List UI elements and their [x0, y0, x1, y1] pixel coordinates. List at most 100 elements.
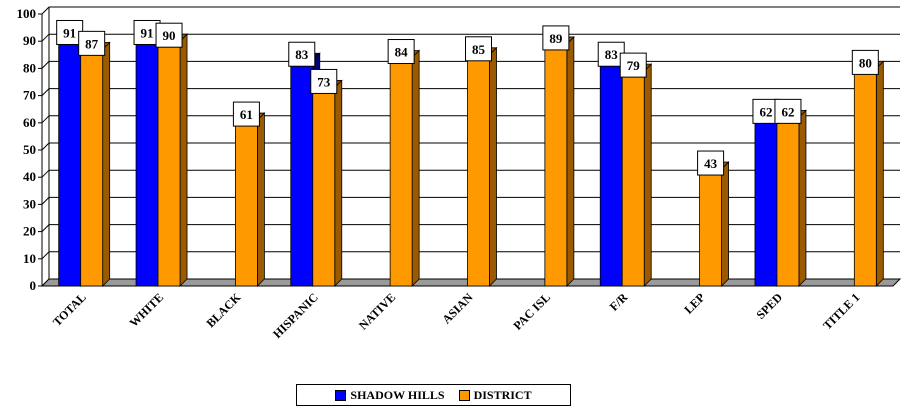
legend-item-district: DISTRICT [458, 387, 532, 403]
bar-front [544, 43, 568, 287]
y-tick-label: 50 [23, 142, 36, 157]
y-tick-label: 80 [23, 60, 36, 75]
data-label: 83 [288, 41, 316, 67]
x-tick-label: PAC ISL [510, 290, 553, 333]
data-label-box [232, 101, 260, 127]
bar-side [257, 112, 265, 287]
bar-district-3 [311, 79, 343, 287]
bar-district-6 [543, 35, 575, 287]
bar-side [489, 46, 497, 287]
gridline-depth [41, 115, 50, 124]
data-label-box [774, 98, 802, 124]
data-label: 43 [697, 150, 725, 176]
data-label-text: 79 [627, 58, 641, 73]
bar-front [754, 116, 778, 287]
data-label: 87 [78, 30, 106, 56]
data-label-box [78, 30, 106, 56]
data-label-text: 62 [781, 104, 794, 119]
gridline-depth [41, 33, 50, 42]
y-tick-label: 10 [23, 251, 36, 266]
x-tick-label: HISPANIC [270, 290, 321, 341]
data-label-text: 43 [704, 156, 718, 171]
y-tick-label: 30 [23, 196, 36, 211]
bar-side [643, 63, 652, 287]
bar-side [798, 109, 807, 287]
bar-district-8 [698, 161, 730, 287]
bar-side [179, 33, 188, 287]
bar-front [290, 59, 314, 287]
x-tick-label: TOTAL [50, 290, 89, 329]
data-label-text: 91 [141, 25, 154, 40]
bar-front [467, 54, 490, 287]
data-label-box [155, 22, 183, 48]
bar-side [334, 79, 343, 287]
bar-front [776, 116, 800, 287]
bar-front [80, 48, 104, 287]
gridline-depth [41, 6, 50, 15]
bar-front [312, 87, 336, 287]
data-label-text: 91 [63, 25, 76, 40]
x-tick-label: LEP [681, 290, 707, 316]
data-label-box [465, 36, 492, 62]
data-label: 73 [310, 68, 338, 94]
bar-district-1 [157, 33, 189, 287]
bar-front [135, 38, 159, 287]
data-label-text: 61 [240, 107, 253, 122]
bar-district-9 [775, 109, 807, 287]
bar-district-4 [389, 49, 421, 287]
data-label: 85 [465, 36, 492, 62]
gridline-depth [41, 251, 50, 260]
bar-front [621, 70, 645, 287]
legend-item-shadow-hills: SHADOW HILLS [335, 388, 445, 403]
data-label: 61 [232, 101, 260, 127]
bar-side [102, 41, 111, 287]
bar-front [853, 68, 877, 287]
gridline-depth [41, 169, 50, 178]
x-tick-label: WHITE [127, 290, 167, 330]
bar-side [411, 49, 420, 287]
y-tick-label: 60 [23, 115, 36, 130]
bar-district-5 [466, 46, 498, 287]
data-label: 80 [851, 49, 879, 75]
bar-district-0 [79, 41, 111, 287]
gridline-depth [41, 142, 50, 151]
bar-district-2 [234, 112, 266, 287]
data-label-text: 84 [395, 45, 409, 60]
data-label-text: 87 [85, 36, 99, 51]
y-tick-label: 70 [23, 88, 36, 103]
data-label-text: 62 [759, 104, 772, 119]
legend: SHADOW HILLS DISTRICT [296, 384, 571, 406]
data-label-box [619, 52, 647, 78]
bar-district-7 [621, 63, 653, 287]
data-label: 84 [387, 39, 415, 65]
data-label-text: 83 [605, 47, 619, 62]
data-label-text: 90 [163, 28, 176, 43]
bar-district-10 [853, 60, 885, 287]
data-label: 79 [619, 52, 647, 78]
data-label: 90 [155, 22, 183, 48]
bar-front [699, 168, 722, 287]
data-label-box [288, 41, 316, 67]
data-label-box [387, 39, 415, 65]
bar-side [566, 35, 575, 287]
legend-swatch-shadow-hills [335, 389, 347, 401]
bar-front [58, 38, 82, 287]
y-tick-label: 40 [23, 169, 36, 184]
data-label-text: 89 [549, 31, 563, 46]
x-tick-label: F/R [607, 290, 631, 314]
gridline-depth [41, 197, 50, 205]
x-tick-label: BLACK [203, 290, 244, 331]
data-label: 62 [774, 98, 802, 124]
legend-label-district: DISTRICT [473, 387, 532, 402]
bar-front [389, 57, 413, 287]
data-label-box [697, 150, 725, 176]
data-label: 89 [542, 25, 570, 51]
y-tick-label: 20 [23, 224, 36, 239]
data-label-text: 83 [295, 47, 309, 62]
legend-swatch-district [458, 389, 470, 401]
data-label-text: 80 [859, 55, 872, 70]
bar-side [721, 161, 729, 287]
y-tick-label: 100 [17, 6, 37, 21]
x-tick-label: TITLE 1 [820, 290, 862, 332]
gridline-depth [41, 224, 50, 232]
